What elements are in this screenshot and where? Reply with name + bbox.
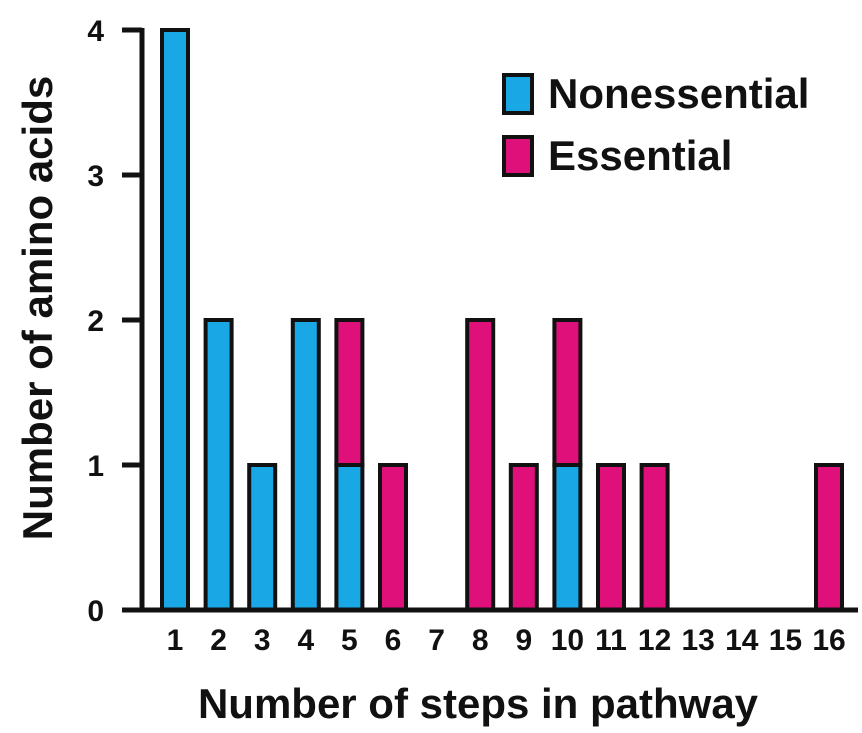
bar-segment-essential-11 [596, 463, 626, 612]
y-tick-label: 4 [87, 15, 104, 48]
y-tick-label: 3 [87, 160, 104, 193]
bar-segment-nonessential-10 [552, 463, 583, 612]
x-tick-label: 14 [725, 624, 759, 657]
legend-swatch-nonessential [502, 73, 534, 115]
x-ticks-group: 1 2 3 4 5 6 7 8 9 10 11 12 13 14 15 16 [167, 624, 846, 657]
x-tick-label: 4 [297, 624, 314, 657]
x-tick-label: 11 [595, 624, 627, 657]
bar-segment-essential-16 [814, 463, 844, 612]
legend-swatch-essential [502, 135, 534, 177]
bar-segment-nonessential-4 [290, 318, 321, 612]
bar-segment-essential-10 [552, 318, 583, 467]
bar-segment-nonessential-3 [247, 463, 278, 612]
y-tick-label: 2 [87, 305, 104, 338]
bar-segment-essential-8 [465, 318, 496, 612]
legend-label-nonessential: Nonessential [548, 70, 809, 117]
x-tick-label: 10 [551, 624, 584, 657]
bar-segment-nonessential-1 [160, 28, 190, 612]
x-tick-label: 1 [167, 624, 184, 657]
x-tick-label: 15 [769, 624, 802, 657]
bar-segment-essential-6 [378, 463, 408, 612]
legend: Nonessential Essential [502, 70, 809, 179]
x-tick-label: 16 [812, 624, 845, 657]
x-tick-label: 3 [254, 624, 271, 657]
x-tick-label: 2 [210, 624, 227, 657]
bar-segment-nonessential-5 [334, 463, 365, 612]
x-tick-label: 12 [638, 624, 671, 657]
x-tick-label: 5 [341, 624, 358, 657]
y-ticks-group: 0 1 2 3 4 [87, 15, 142, 628]
y-tick-label: 0 [87, 595, 104, 628]
bar-segment-essential-5 [334, 318, 365, 467]
legend-label-essential: Essential [548, 132, 732, 179]
bars-group [160, 28, 844, 612]
y-axis-title: Number of amino acids [14, 76, 61, 540]
bar-segment-essential-12 [639, 463, 670, 612]
y-tick-label: 1 [87, 450, 104, 483]
x-tick-label: 9 [515, 624, 532, 657]
bar-segment-essential-9 [508, 463, 539, 612]
x-tick-label: 7 [428, 624, 445, 657]
x-tick-label: 6 [385, 624, 402, 657]
x-tick-label: 13 [682, 624, 715, 657]
x-tick-label: 8 [472, 624, 489, 657]
x-axis-title: Number of steps in pathway [198, 680, 759, 727]
bar-segment-nonessential-2 [203, 318, 234, 612]
